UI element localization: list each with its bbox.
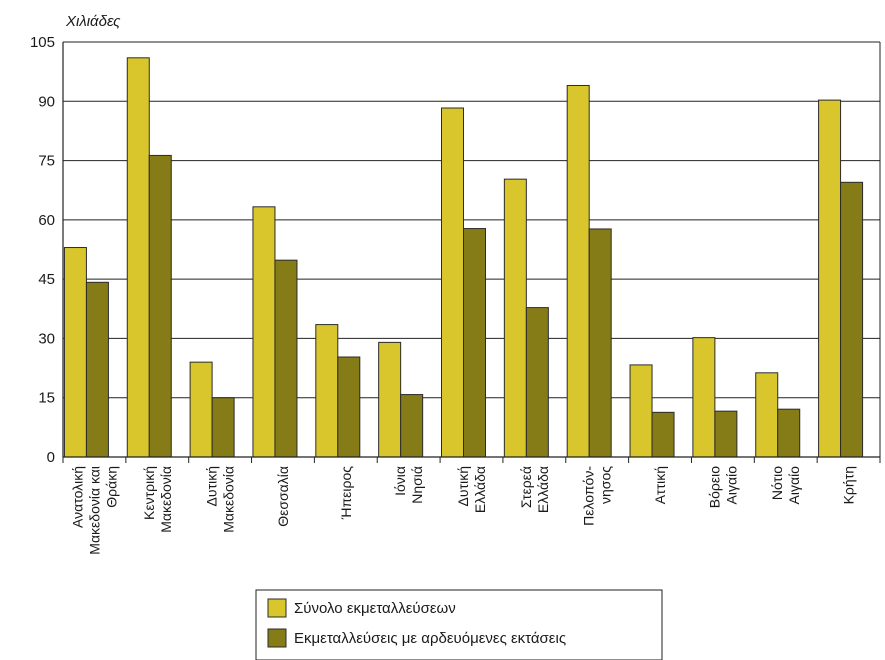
category-label: Αττική — [652, 466, 668, 504]
bar — [714, 410, 738, 458]
legend-label: Σύνολο εκμεταλλεύσεων — [294, 600, 456, 617]
category-label-line: Ιόνια — [392, 466, 408, 496]
bar — [211, 397, 235, 458]
bar — [755, 372, 779, 458]
axes — [62, 42, 881, 463]
category-label-line: Ήπειρος — [338, 466, 354, 520]
category-label-line: Μακεδονία — [221, 466, 237, 533]
y-tick-label: 0 — [47, 449, 55, 466]
category-label: Δυτική Μακεδονία — [204, 466, 237, 533]
bar — [315, 324, 339, 458]
category-label-line: Κεντρική — [141, 466, 157, 520]
category-label: Στερεά Ελλάδα — [518, 466, 551, 513]
category-label-line: Δυτική — [455, 466, 471, 506]
category-label: Κρήτη — [841, 466, 857, 504]
category-label-line: Αιγαίο — [786, 466, 802, 505]
category-label-line: Θράκη — [103, 466, 119, 508]
category-label-line: νησος — [598, 466, 614, 504]
category-label: Ανατολική Μακεδονία και Θράκη — [69, 466, 119, 555]
y-tick-label: 105 — [30, 34, 55, 51]
y-tick-label: 30 — [38, 330, 55, 347]
bar — [777, 408, 801, 458]
bar — [588, 228, 612, 458]
category-label-line: Ελλάδα — [472, 466, 488, 513]
bar — [818, 99, 842, 458]
category-label-line: Θεσσαλία — [275, 466, 291, 527]
bar — [566, 84, 590, 458]
bars — [63, 57, 864, 458]
category-labels: Ανατολική Μακεδονία και Θράκη Κεντρική Μακεδ… — [69, 466, 856, 555]
category-label-line: Μακεδονία — [158, 466, 174, 533]
y-tick-label: 75 — [38, 153, 55, 170]
category-label: Θεσσαλία — [275, 466, 291, 527]
bar — [692, 337, 716, 458]
bar — [629, 364, 653, 458]
category-label: Ήπειρος — [338, 466, 354, 520]
legend-box — [255, 589, 663, 660]
category-label-line: Στερεά — [518, 466, 534, 508]
bar — [85, 281, 109, 458]
category-label-line: Αττική — [652, 466, 668, 504]
category-label-line: Μακεδονία και — [86, 466, 102, 555]
bar — [525, 307, 549, 458]
category-label: Νότιο Αιγαίο — [769, 466, 802, 505]
category-label: Βόρειο Αιγαίο — [706, 466, 739, 508]
category-label-line: Βόρειο — [706, 466, 722, 508]
bar — [651, 411, 675, 458]
bar — [274, 259, 298, 458]
y-tick-label: 60 — [38, 212, 55, 229]
bar — [189, 361, 213, 458]
category-label: Κεντρική Μακεδονία — [141, 466, 174, 533]
category-label-line: Κρήτη — [841, 466, 857, 504]
y-tick-label: 90 — [38, 93, 55, 110]
category-label-line: Ελλάδα — [535, 466, 551, 513]
bar — [400, 394, 424, 458]
bar — [63, 247, 87, 458]
y-tick-labels: 0 15 30 45 60 75 90 105 — [30, 34, 55, 466]
legend-swatch — [267, 598, 287, 618]
legend: Σύνολο εκμεταλλεύσεων Εκμεταλλεύσεις με α… — [255, 589, 663, 660]
legend-label: Εκμεταλλεύσεις με αρδευόμενες εκτάσεις — [294, 630, 566, 647]
bar — [441, 107, 464, 458]
y-tick-label: 15 — [38, 390, 55, 407]
legend-swatch — [267, 628, 287, 648]
y-tick-label: 45 — [38, 271, 55, 288]
category-label: Πελοπόν-νησος — [581, 466, 614, 526]
bar — [337, 356, 361, 458]
y-axis-label: Χιλιάδες — [65, 13, 121, 30]
bar — [148, 154, 172, 458]
bar — [503, 178, 527, 458]
bar — [463, 228, 486, 458]
bar — [252, 206, 276, 458]
category-label-line: Νότιο — [769, 466, 785, 500]
bar — [378, 341, 402, 458]
category-label: Δυτική Ελλάδα — [455, 466, 488, 513]
category-label-line: Ανατολική — [69, 466, 85, 528]
category-label-line: Νησιά — [409, 466, 425, 504]
category-label-line: Αιγαίο — [723, 466, 739, 505]
bar — [126, 57, 150, 458]
category-label-line: Δυτική — [204, 466, 220, 506]
category-label: Ιόνια Νησιά — [392, 466, 425, 504]
bar — [840, 181, 864, 458]
category-label-line: Πελοπόν- — [581, 466, 597, 526]
